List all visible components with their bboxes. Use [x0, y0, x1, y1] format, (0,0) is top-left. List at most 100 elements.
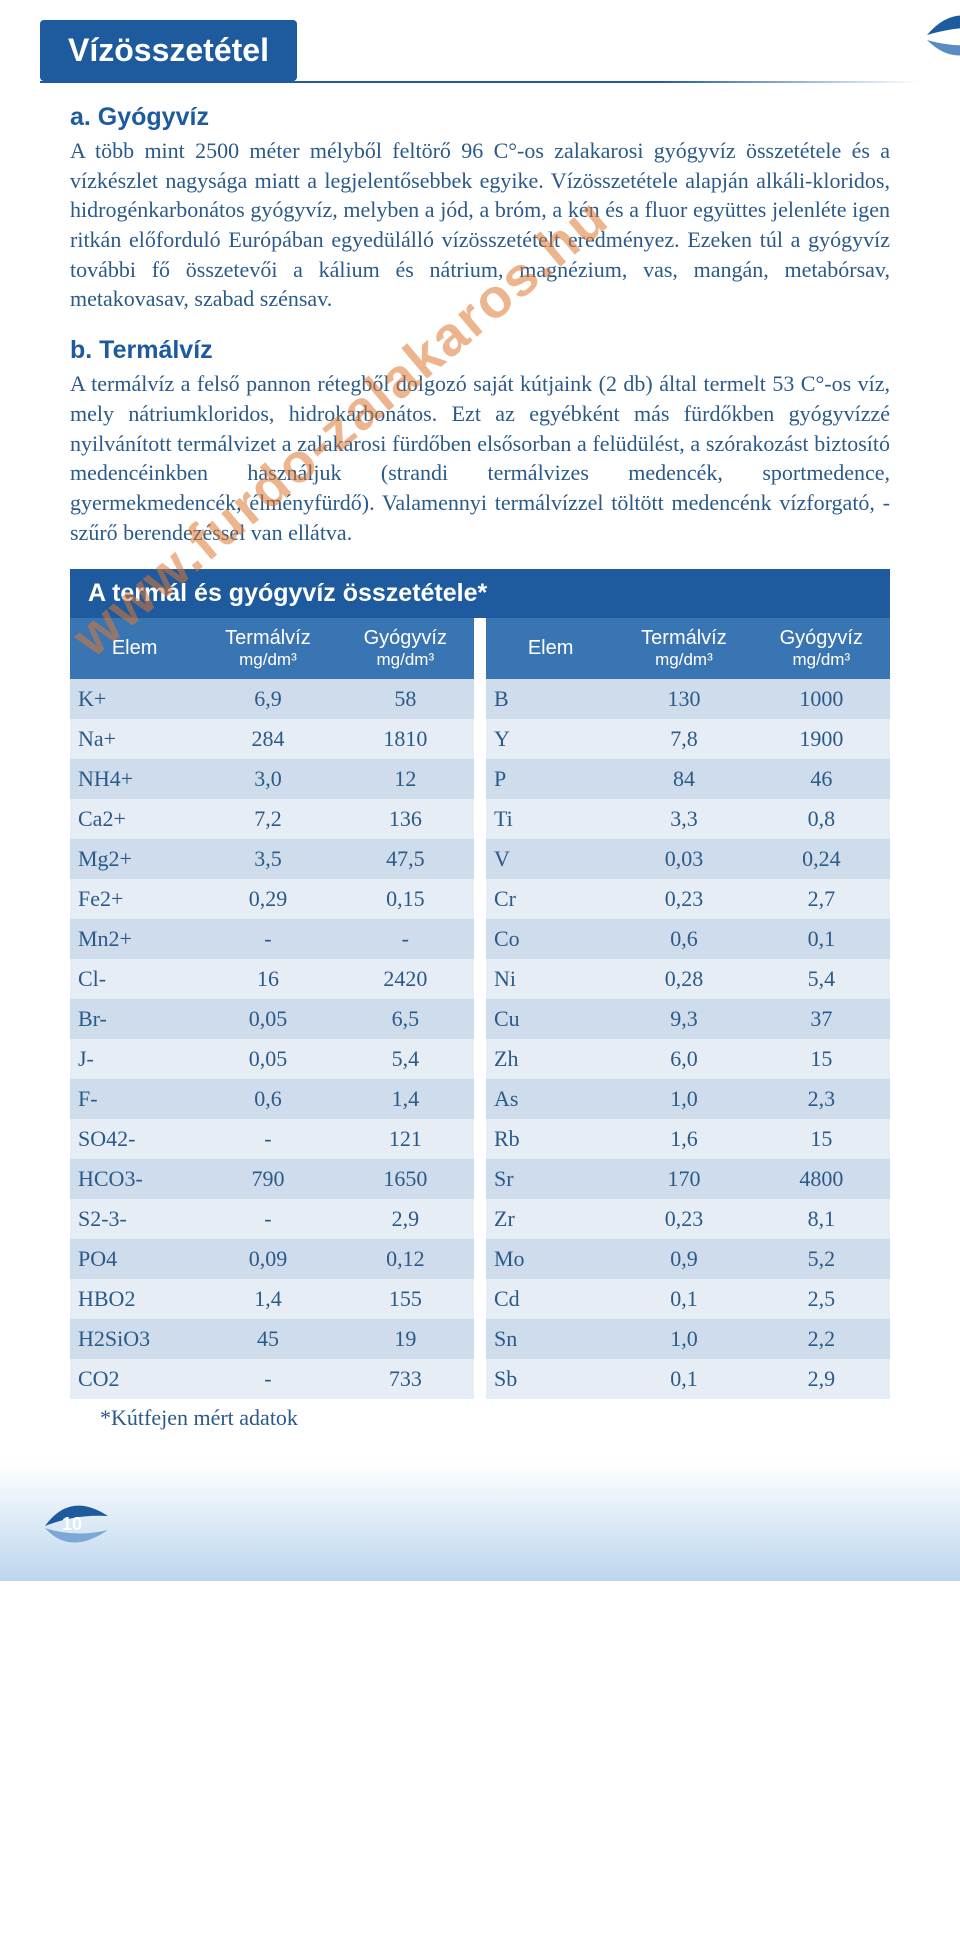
col-elem: Elem [70, 618, 199, 678]
cell-elem: NH4+ [70, 759, 199, 799]
table-row: Zh6,015 [486, 1039, 890, 1079]
cell-gyogy: 19 [337, 1319, 474, 1359]
cell-elem: J- [70, 1039, 199, 1079]
cell-elem: Na+ [70, 719, 199, 759]
table-row: Sn1,02,2 [486, 1319, 890, 1359]
cell-gyogy: 136 [337, 799, 474, 839]
table-row: HCO3-7901650 [70, 1159, 474, 1199]
cell-gyogy: 1650 [337, 1159, 474, 1199]
table-row: Rb1,615 [486, 1119, 890, 1159]
cell-elem: F- [70, 1079, 199, 1119]
cell-gyogy: 1810 [337, 719, 474, 759]
cell-gyogy: 733 [337, 1359, 474, 1399]
page-number: 10 [62, 1514, 82, 1535]
table-row: Co0,60,1 [486, 919, 890, 959]
cell-gyogy: 1900 [753, 719, 890, 759]
cell-termal: 0,05 [199, 999, 336, 1039]
cell-elem: Sr [486, 1159, 615, 1199]
cell-elem: HCO3- [70, 1159, 199, 1199]
cell-elem: Ti [486, 799, 615, 839]
cell-gyogy: 37 [753, 999, 890, 1039]
cell-gyogy: - [337, 919, 474, 959]
cell-gyogy: 15 [753, 1119, 890, 1159]
cell-termal: 6,9 [199, 679, 336, 719]
col-elem: Elem [486, 618, 615, 678]
page-title: Vízösszetétel [68, 32, 269, 68]
table-row: B1301000 [486, 679, 890, 719]
table-row: J-0,055,4 [70, 1039, 474, 1079]
cell-gyogy: 46 [753, 759, 890, 799]
cell-elem: SO42- [70, 1119, 199, 1159]
cell-termal: - [199, 919, 336, 959]
table-row: V0,030,24 [486, 839, 890, 879]
composition-table-right: Elem Termálvízmg/dm³ Gyógyvízmg/dm³ B130… [486, 618, 890, 1398]
table-row: Na+2841810 [70, 719, 474, 759]
cell-termal: - [199, 1119, 336, 1159]
cell-gyogy: 5,4 [337, 1039, 474, 1079]
table-row: Sb0,12,9 [486, 1359, 890, 1399]
cell-gyogy: 2,3 [753, 1079, 890, 1119]
col-gyogy: Gyógyvízmg/dm³ [753, 618, 890, 678]
cell-termal: 45 [199, 1319, 336, 1359]
cell-elem: Br- [70, 999, 199, 1039]
content-area: a. Gyógyvíz A több mint 2500 méter mélyb… [0, 83, 960, 1461]
table-row: K+6,958 [70, 679, 474, 719]
section-a-text: A több mint 2500 méter mélyből feltörő 9… [70, 136, 890, 314]
cell-termal: 84 [615, 759, 752, 799]
cell-elem: P [486, 759, 615, 799]
composition-table-left: Elem Termálvízmg/dm³ Gyógyvízmg/dm³ K+6,… [70, 618, 474, 1398]
cell-elem: Rb [486, 1119, 615, 1159]
cell-gyogy: 2,7 [753, 879, 890, 919]
table-footnote: *Kútfejen mért adatok [70, 1405, 890, 1431]
table-row: H2SiO34519 [70, 1319, 474, 1359]
col-termal: Termálvízmg/dm³ [199, 618, 336, 678]
cell-gyogy: 6,5 [337, 999, 474, 1039]
col-termal: Termálvízmg/dm³ [615, 618, 752, 678]
cell-termal: - [199, 1359, 336, 1399]
table-row: Mn2+-- [70, 919, 474, 959]
cell-termal: 0,23 [615, 879, 752, 919]
cell-termal: 0,29 [199, 879, 336, 919]
cell-gyogy: 2,9 [337, 1199, 474, 1239]
cell-termal: 3,5 [199, 839, 336, 879]
cell-termal: 1,0 [615, 1079, 752, 1119]
cell-elem: Cl- [70, 959, 199, 999]
cell-elem: Sb [486, 1359, 615, 1399]
cell-elem: PO4 [70, 1239, 199, 1279]
leaf-icon [917, 10, 960, 60]
cell-termal: 170 [615, 1159, 752, 1199]
cell-termal: 0,05 [199, 1039, 336, 1079]
cell-termal: 0,23 [615, 1199, 752, 1239]
cell-elem: Co [486, 919, 615, 959]
section-b-text: A termálvíz a felső pannon rétegből dolg… [70, 369, 890, 547]
cell-gyogy: 5,4 [753, 959, 890, 999]
cell-gyogy: 58 [337, 679, 474, 719]
cell-termal: 130 [615, 679, 752, 719]
cell-elem: Zr [486, 1199, 615, 1239]
cell-termal: 3,0 [199, 759, 336, 799]
table-row: PO40,090,12 [70, 1239, 474, 1279]
table-row: Fe2+0,290,15 [70, 879, 474, 919]
table-row: Cr0,232,7 [486, 879, 890, 919]
cell-elem: V [486, 839, 615, 879]
cell-termal: 790 [199, 1159, 336, 1199]
cell-gyogy: 8,1 [753, 1199, 890, 1239]
cell-gyogy: 5,2 [753, 1239, 890, 1279]
cell-termal: 7,2 [199, 799, 336, 839]
page-number-badge: 10 [40, 1496, 110, 1551]
table-row: Cu9,337 [486, 999, 890, 1039]
cell-elem: Mn2+ [70, 919, 199, 959]
cell-elem: CO2 [70, 1359, 199, 1399]
cell-elem: Fe2+ [70, 879, 199, 919]
cell-termal: 1,6 [615, 1119, 752, 1159]
cell-elem: Cd [486, 1279, 615, 1319]
cell-termal: - [199, 1199, 336, 1239]
cell-elem: Cr [486, 879, 615, 919]
table-row: CO2-733 [70, 1359, 474, 1399]
section-b-heading: b. Termálvíz [70, 336, 890, 365]
table-title: A termál és gyógyvíz összetétele* [70, 569, 890, 618]
cell-termal: 0,09 [199, 1239, 336, 1279]
table-row: Mo0,95,2 [486, 1239, 890, 1279]
cell-termal: 0,1 [615, 1279, 752, 1319]
cell-gyogy: 1,4 [337, 1079, 474, 1119]
